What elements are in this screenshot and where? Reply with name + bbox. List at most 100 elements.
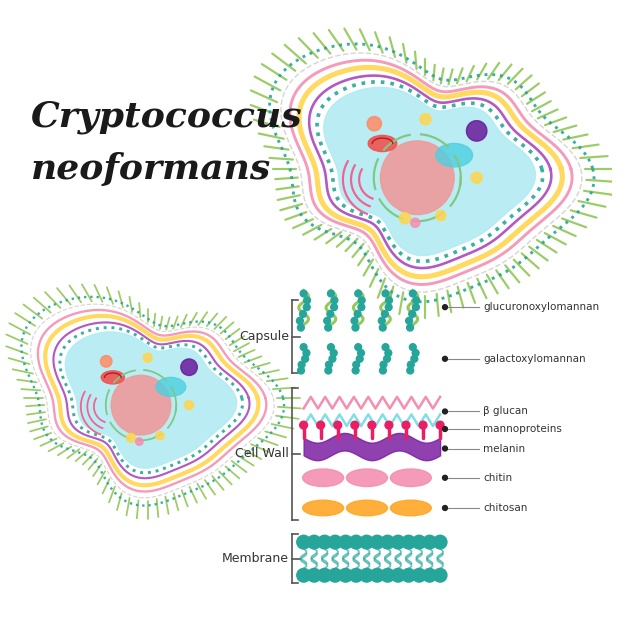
Circle shape bbox=[433, 535, 447, 549]
Circle shape bbox=[443, 475, 448, 480]
Circle shape bbox=[368, 421, 376, 429]
Circle shape bbox=[126, 433, 136, 443]
Text: Capsule: Capsule bbox=[239, 331, 289, 344]
Circle shape bbox=[304, 297, 310, 304]
Circle shape bbox=[334, 421, 342, 429]
Circle shape bbox=[411, 356, 418, 362]
Circle shape bbox=[413, 535, 426, 549]
Circle shape bbox=[318, 568, 331, 582]
Circle shape bbox=[329, 356, 336, 362]
Polygon shape bbox=[324, 88, 535, 255]
Text: chitin: chitin bbox=[483, 473, 512, 483]
Text: mannoproteins: mannoproteins bbox=[483, 424, 562, 434]
Circle shape bbox=[399, 213, 411, 224]
Circle shape bbox=[384, 356, 391, 362]
Text: galactoxylomannan: galactoxylomannan bbox=[483, 354, 586, 364]
Circle shape bbox=[185, 401, 193, 409]
Circle shape bbox=[367, 116, 381, 131]
Circle shape bbox=[328, 568, 342, 582]
Circle shape bbox=[423, 568, 436, 582]
Circle shape bbox=[381, 141, 454, 215]
Text: Membrane: Membrane bbox=[222, 552, 289, 565]
Circle shape bbox=[402, 568, 416, 582]
Circle shape bbox=[339, 535, 352, 549]
Circle shape bbox=[391, 568, 405, 582]
Circle shape bbox=[327, 290, 334, 297]
Circle shape bbox=[443, 446, 448, 451]
Circle shape bbox=[300, 290, 307, 297]
Circle shape bbox=[471, 172, 482, 183]
Circle shape bbox=[303, 349, 310, 356]
Circle shape bbox=[379, 324, 386, 331]
Circle shape bbox=[411, 218, 420, 227]
Circle shape bbox=[443, 305, 448, 310]
Circle shape bbox=[443, 506, 448, 510]
Circle shape bbox=[156, 431, 164, 440]
Circle shape bbox=[379, 367, 386, 374]
Circle shape bbox=[318, 535, 331, 549]
Circle shape bbox=[371, 535, 384, 549]
Circle shape bbox=[358, 304, 365, 310]
Circle shape bbox=[352, 367, 359, 374]
Circle shape bbox=[181, 359, 197, 376]
Text: Cryptococcus: Cryptococcus bbox=[31, 100, 302, 135]
Circle shape bbox=[326, 361, 332, 368]
Text: Cell Wall: Cell Wall bbox=[235, 448, 289, 460]
Circle shape bbox=[143, 353, 152, 362]
Circle shape bbox=[385, 421, 393, 429]
Circle shape bbox=[328, 535, 342, 549]
Circle shape bbox=[339, 568, 352, 582]
Circle shape bbox=[300, 421, 307, 429]
Circle shape bbox=[324, 317, 331, 324]
Circle shape bbox=[100, 356, 112, 367]
Circle shape bbox=[420, 113, 431, 125]
Circle shape bbox=[409, 290, 416, 297]
Text: chitosan: chitosan bbox=[483, 503, 527, 513]
Circle shape bbox=[413, 304, 419, 310]
Ellipse shape bbox=[101, 371, 125, 384]
Circle shape bbox=[351, 421, 359, 429]
Circle shape bbox=[443, 356, 448, 361]
Circle shape bbox=[297, 317, 304, 324]
Circle shape bbox=[331, 349, 337, 356]
Circle shape bbox=[385, 349, 392, 356]
Circle shape bbox=[406, 317, 413, 324]
Ellipse shape bbox=[347, 500, 387, 516]
Circle shape bbox=[381, 568, 394, 582]
Circle shape bbox=[352, 324, 359, 331]
Circle shape bbox=[409, 310, 416, 317]
Circle shape bbox=[436, 210, 446, 221]
Circle shape bbox=[423, 535, 436, 549]
Circle shape bbox=[354, 310, 361, 317]
Circle shape bbox=[297, 324, 304, 331]
Circle shape bbox=[351, 317, 358, 324]
Circle shape bbox=[297, 535, 310, 549]
Circle shape bbox=[466, 121, 487, 141]
Circle shape bbox=[443, 409, 448, 414]
Circle shape bbox=[300, 344, 307, 351]
Ellipse shape bbox=[302, 500, 344, 516]
Circle shape bbox=[111, 375, 171, 435]
Circle shape bbox=[360, 535, 374, 549]
Circle shape bbox=[307, 535, 321, 549]
Circle shape bbox=[402, 421, 410, 429]
Circle shape bbox=[378, 317, 385, 324]
Circle shape bbox=[356, 356, 363, 362]
Circle shape bbox=[386, 297, 393, 304]
Circle shape bbox=[331, 304, 337, 310]
Circle shape bbox=[407, 324, 413, 331]
Circle shape bbox=[413, 297, 419, 304]
Circle shape bbox=[433, 568, 447, 582]
Circle shape bbox=[358, 297, 365, 304]
Circle shape bbox=[381, 310, 388, 317]
Ellipse shape bbox=[156, 377, 186, 396]
Text: glucuronoxylomannan: glucuronoxylomannan bbox=[483, 302, 599, 312]
Circle shape bbox=[355, 290, 362, 297]
Circle shape bbox=[327, 310, 334, 317]
Circle shape bbox=[297, 367, 304, 374]
Circle shape bbox=[317, 421, 324, 429]
Circle shape bbox=[371, 568, 384, 582]
Circle shape bbox=[419, 421, 427, 429]
Circle shape bbox=[382, 344, 389, 351]
Circle shape bbox=[412, 349, 419, 356]
